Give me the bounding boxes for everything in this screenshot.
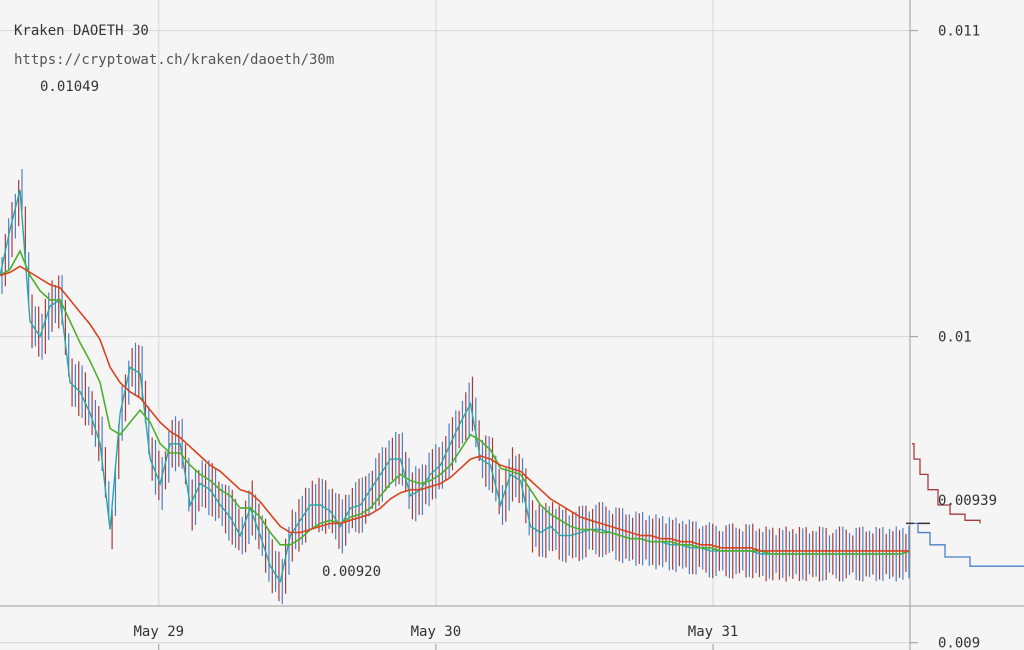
order-depth [912,443,1024,567]
last-price-label: 0.00939 [938,493,997,509]
grid-lines [0,0,910,644]
series-line-0 [0,189,911,584]
series-line-2 [0,265,910,552]
low-price-label: 0.00920 [322,564,381,580]
y-tick-label-0: 0.011 [938,24,980,40]
y-tick-label-1: 0.01 [938,330,972,346]
chart-title: Kraken DAOETH 30 [14,23,149,39]
x-tick-label-2: May 31 [688,624,739,640]
x-tick-label-0: May 29 [134,624,185,640]
depth-asks [912,522,1024,567]
x-tick-label-1: May 30 [411,624,462,640]
series-line-1 [0,249,911,555]
high-price-label: 0.01049 [40,79,99,95]
indicator-lines [0,189,911,584]
y-tick-label-2: 0.009 [938,636,980,650]
chart-subtitle: https://cryptowat.ch/kraken/daoeth/30m [14,52,334,68]
depth-bids [912,443,981,524]
candle-wicks [1,169,910,605]
